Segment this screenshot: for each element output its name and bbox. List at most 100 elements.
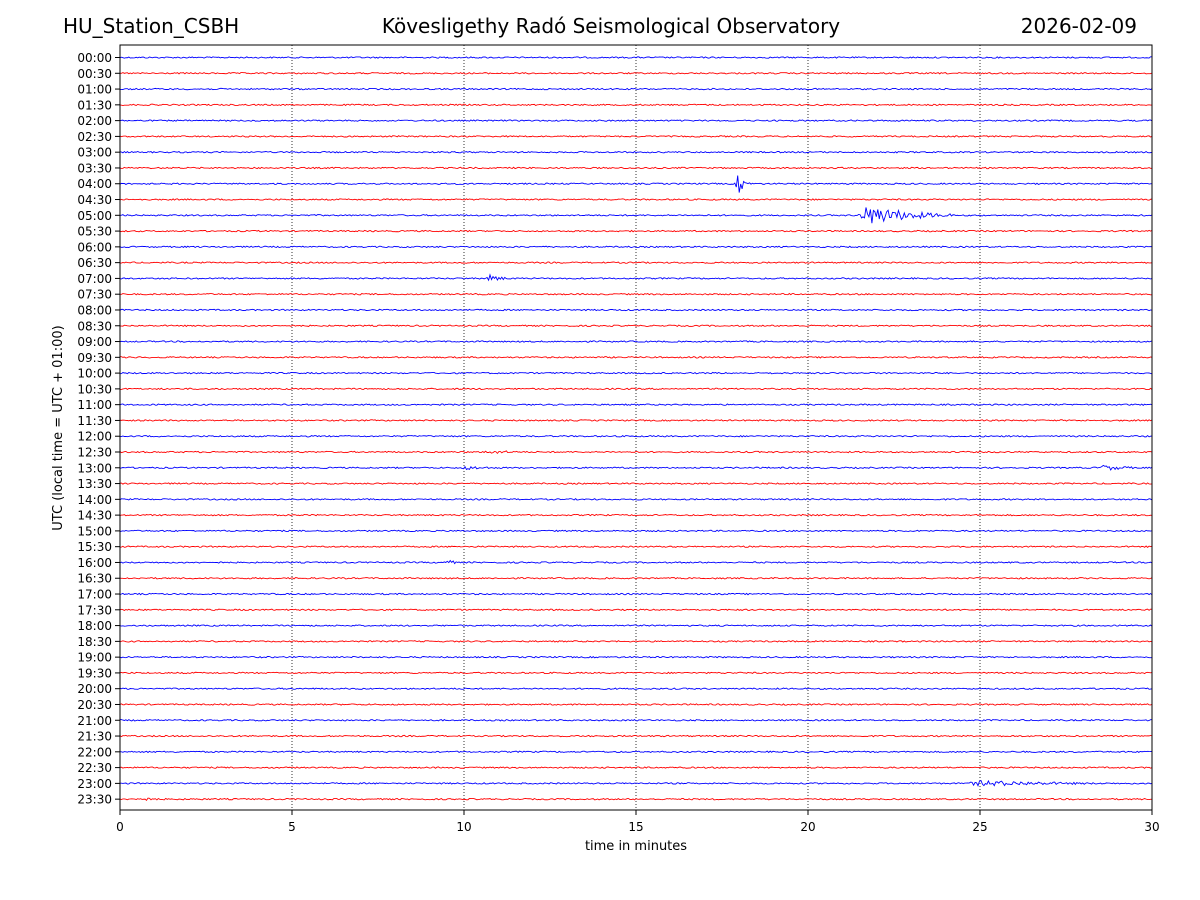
x-tick-label: 10 bbox=[456, 820, 471, 834]
plot-frame bbox=[119, 44, 1153, 811]
y-tick-label: 07:30 bbox=[77, 288, 112, 302]
trace-2200 bbox=[119, 750, 1153, 754]
y-tick-label: 17:30 bbox=[77, 603, 112, 617]
x-tick-label: 20 bbox=[800, 820, 815, 834]
trace-1030 bbox=[119, 387, 1153, 391]
trace-0130 bbox=[119, 103, 1153, 107]
trace-0330 bbox=[119, 166, 1153, 170]
y-tick-label: 01:30 bbox=[77, 98, 112, 112]
trace-0630 bbox=[119, 261, 1153, 264]
trace-0800 bbox=[119, 308, 1153, 312]
trace-0900 bbox=[119, 340, 1153, 343]
y-tick-label: 01:00 bbox=[77, 83, 112, 97]
trace-0700 bbox=[119, 273, 1153, 282]
y-tick-label: 04:00 bbox=[77, 177, 112, 191]
trace-2230 bbox=[119, 766, 1153, 769]
y-tick-label: 20:30 bbox=[77, 698, 112, 712]
y-tick-label: 17:00 bbox=[77, 588, 112, 602]
trace-1130 bbox=[119, 419, 1153, 422]
trace-0930 bbox=[119, 356, 1153, 359]
trace-2330 bbox=[119, 797, 1153, 802]
y-tick-label: 00:00 bbox=[77, 51, 112, 65]
trace-1830 bbox=[119, 640, 1153, 643]
y-tick-label: 11:00 bbox=[77, 398, 112, 412]
station-name: HU_Station_CSBH bbox=[63, 14, 240, 38]
trace-1930 bbox=[119, 671, 1153, 675]
y-tick-label: 14:00 bbox=[77, 493, 112, 507]
y-tick-label: 23:00 bbox=[77, 777, 112, 791]
y-tick-label: 11:30 bbox=[77, 414, 112, 428]
y-tick-label: 18:30 bbox=[77, 635, 112, 649]
trace-1200 bbox=[119, 434, 1153, 438]
x-axis-label: time in minutes bbox=[585, 839, 687, 854]
x-tick-label: 15 bbox=[628, 820, 643, 834]
y-tick-label: 14:30 bbox=[77, 509, 112, 523]
y-tick-label: 15:00 bbox=[77, 524, 112, 538]
trace-1700 bbox=[119, 592, 1153, 596]
trace-1300 bbox=[119, 464, 1153, 471]
trace-0030 bbox=[119, 72, 1153, 75]
trace-1230 bbox=[119, 450, 1153, 455]
y-tick-label: 00:30 bbox=[77, 67, 112, 81]
y-tick-label: 13:30 bbox=[77, 477, 112, 491]
y-tick-label: 21:00 bbox=[77, 714, 112, 728]
y-tick-label: 09:00 bbox=[77, 335, 112, 349]
y-tick-label: 05:00 bbox=[77, 209, 112, 223]
chart-date: 2026-02-09 bbox=[1020, 14, 1137, 38]
trace-1430 bbox=[119, 513, 1153, 517]
x-tick-label: 0 bbox=[116, 820, 124, 834]
trace-2100 bbox=[119, 719, 1153, 722]
y-tick-label: 03:30 bbox=[77, 161, 112, 175]
trace-0530 bbox=[119, 229, 1153, 233]
trace-1630 bbox=[119, 576, 1153, 580]
chart-title: Kövesligethy Radó Seismological Observat… bbox=[381, 14, 841, 38]
y-tick-label: 04:30 bbox=[77, 193, 112, 207]
trace-0730 bbox=[119, 292, 1153, 296]
trace-0200 bbox=[119, 119, 1153, 122]
x-tick-label: 25 bbox=[972, 820, 987, 834]
y-tick-label: 02:00 bbox=[77, 114, 112, 128]
y-tick-label: 13:00 bbox=[77, 461, 112, 475]
y-tick-label: 09:30 bbox=[77, 351, 112, 365]
y-tick-label: 23:30 bbox=[77, 793, 112, 807]
y-tick-label: 22:30 bbox=[77, 761, 112, 775]
trace-1400 bbox=[119, 498, 1153, 501]
x-axis-ticks: 0 5 10 15 20 25 30 bbox=[116, 810, 1160, 834]
trace-0100 bbox=[119, 87, 1153, 91]
trace-2130 bbox=[119, 734, 1153, 738]
trace-2300 bbox=[119, 779, 1153, 787]
y-tick-label: 06:00 bbox=[77, 240, 112, 254]
y-tick-label: 12:30 bbox=[77, 446, 112, 460]
trace-0230 bbox=[119, 135, 1153, 138]
y-tick-label: 08:00 bbox=[77, 303, 112, 317]
y-tick-label: 02:30 bbox=[77, 130, 112, 144]
y-tick-label: 21:30 bbox=[77, 730, 112, 744]
y-tick-label: 19:30 bbox=[77, 666, 112, 680]
y-tick-label: 07:00 bbox=[77, 272, 112, 286]
grid-lines bbox=[291, 45, 981, 810]
y-tick-label: 06:30 bbox=[77, 256, 112, 270]
trace-0430 bbox=[119, 198, 1153, 201]
trace-0600 bbox=[119, 245, 1153, 249]
trace-0500 bbox=[119, 207, 1153, 224]
trace-1900 bbox=[119, 655, 1153, 659]
y-tick-label: 20:00 bbox=[77, 682, 112, 696]
trace-1330 bbox=[119, 482, 1153, 485]
trace-1100 bbox=[119, 403, 1153, 406]
y-tick-label: 08:30 bbox=[77, 319, 112, 333]
trace-1500 bbox=[119, 529, 1153, 533]
trace-0300 bbox=[119, 150, 1153, 154]
x-tick-label: 30 bbox=[1144, 820, 1159, 834]
trace-1800 bbox=[119, 624, 1153, 627]
y-axis-label: UTC (local time = UTC + 01:00) bbox=[51, 325, 66, 530]
y-tick-label: 10:30 bbox=[77, 382, 112, 396]
trace-1600 bbox=[119, 559, 1153, 565]
trace-1730 bbox=[119, 608, 1153, 612]
trace-1000 bbox=[119, 371, 1153, 375]
traces bbox=[119, 56, 1153, 802]
y-tick-label: 16:00 bbox=[77, 556, 112, 570]
trace-1530 bbox=[119, 545, 1153, 548]
y-tick-label: 22:00 bbox=[77, 745, 112, 759]
